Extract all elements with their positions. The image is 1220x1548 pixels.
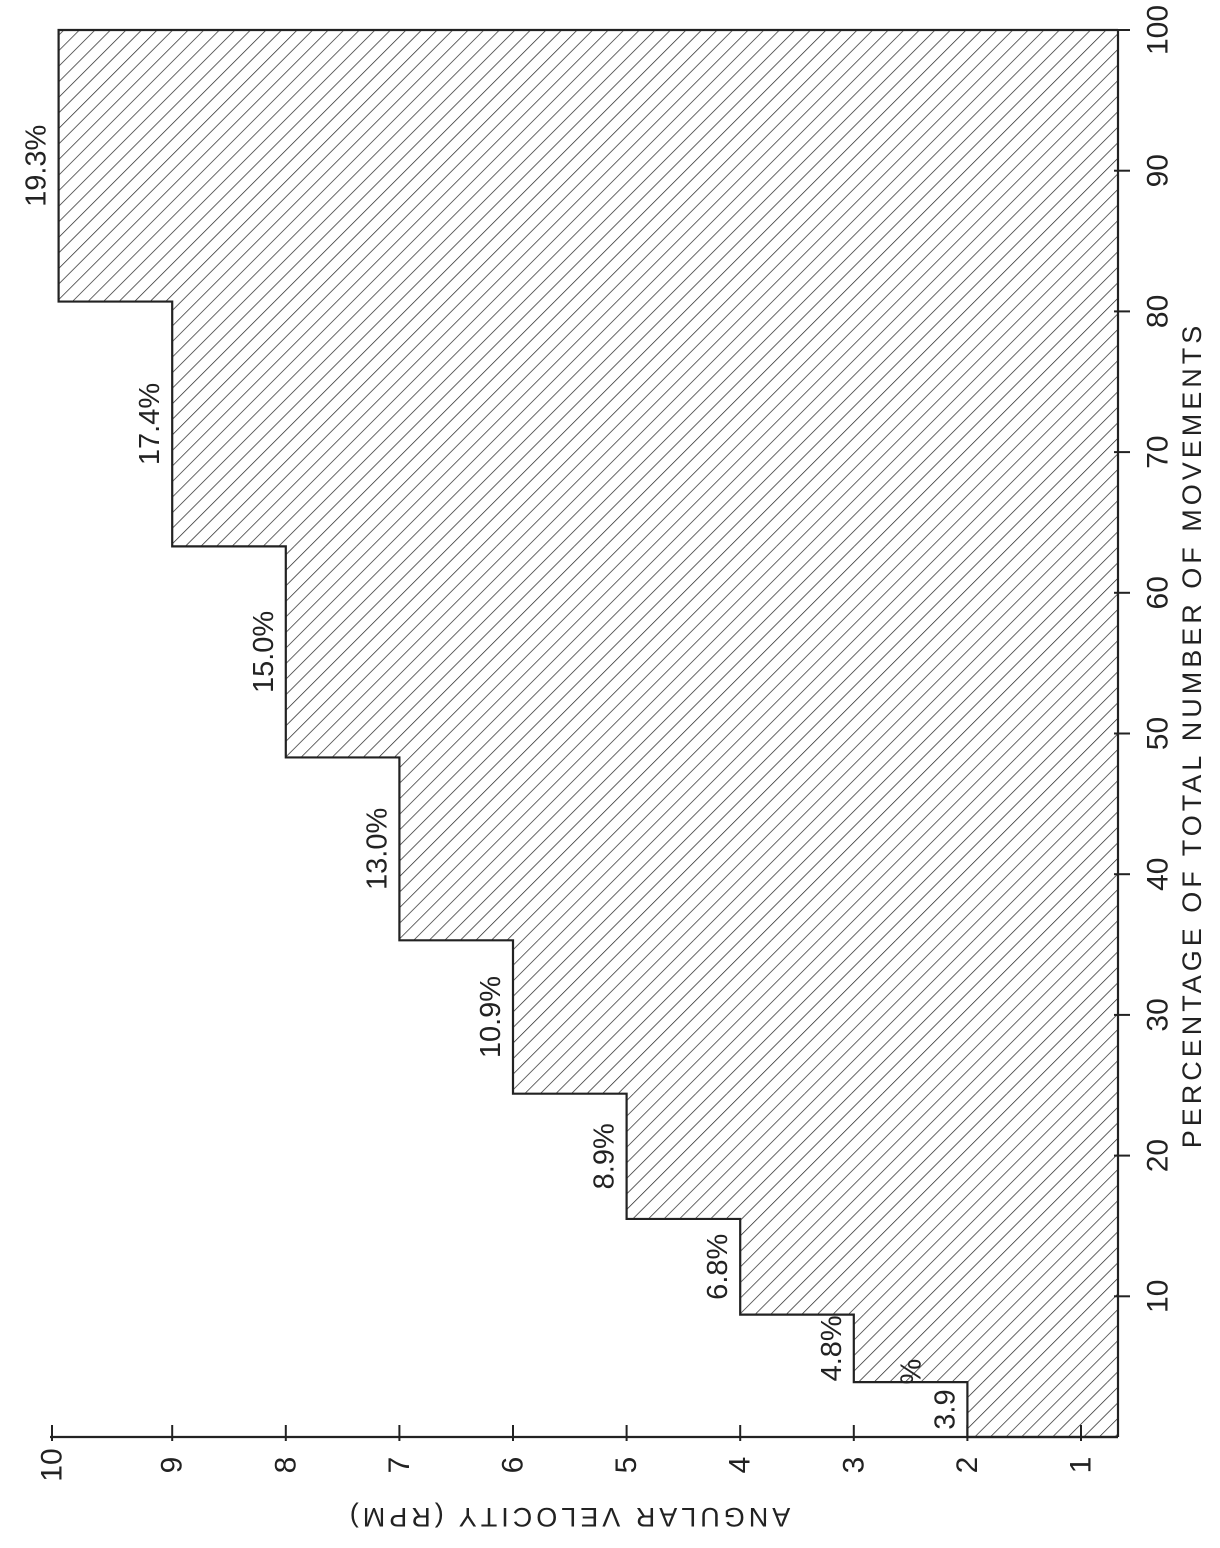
- bar-label-4-rpm: 6.8%: [702, 1234, 734, 1300]
- bar-9-rpm: [172, 301, 1118, 547]
- bar-6-rpm: [513, 940, 1118, 1094]
- velocity-tick-label: 7: [383, 1457, 416, 1474]
- velocity-tick-label: 4: [724, 1457, 757, 1474]
- labels-layer: 1 2 3 4 5 6 7 8 9 10 10 20 30 40 50 60 70 80 90 100 PERCENTA…: [21, 5, 1207, 1532]
- bar-8-rpm: [285, 546, 1118, 758]
- velocity-tick-label: 1: [1065, 1457, 1098, 1474]
- percentage-tick-label: 20: [1142, 1139, 1175, 1172]
- velocity-tick-label: 9: [156, 1457, 189, 1474]
- bar-10-rpm: [58, 30, 1119, 302]
- percentage-tick-label: 80: [1142, 295, 1175, 328]
- percentage-tick-label: 60: [1142, 576, 1175, 609]
- percentage-axis-title: PERCENTAGE OF TOTAL NUMBER OF MOVEMENTS: [1177, 322, 1207, 1149]
- percentage-tick-label: 10: [1142, 1280, 1175, 1313]
- velocity-tick-label: 8: [269, 1457, 302, 1474]
- bar-label-10-rpm: 19.3%: [21, 125, 53, 207]
- bar-7-rpm: [399, 757, 1118, 941]
- axes-layer: [50, 29, 1130, 1441]
- bar-label-8-rpm: 15.0%: [248, 611, 280, 693]
- percentage-tick-label: 40: [1142, 858, 1175, 891]
- bars-outline: [57, 28, 1118, 1439]
- bar-4-rpm: [740, 1218, 1118, 1315]
- percentage-tick-label: 30: [1142, 998, 1175, 1031]
- bar-label-7-rpm: 13.0%: [361, 808, 393, 890]
- bar-3-rpm: [853, 1314, 1118, 1383]
- percentage-tick-label: 70: [1142, 435, 1175, 468]
- bar-label-suffix: %: [895, 1359, 927, 1385]
- velocity-tick-label: 2: [951, 1457, 984, 1474]
- bar-label-2-rpm: 3.9: [929, 1389, 961, 1429]
- percentage-tick-label: 50: [1142, 717, 1175, 750]
- velocity-axis-title: ANGULAR VELOCITY (RPM): [346, 1502, 791, 1532]
- bar-2-rpm: [967, 1382, 1118, 1437]
- bar-label-5-rpm: 8.9%: [589, 1123, 621, 1189]
- percentage-tick-label: 100: [1142, 5, 1175, 55]
- bar-label-6-rpm: 10.9%: [475, 976, 507, 1058]
- bar-label-9-rpm: 17.4%: [134, 383, 166, 465]
- velocity-tick-label: 6: [497, 1457, 530, 1474]
- velocity-tick-label: 10: [36, 1448, 69, 1481]
- velocity-tick-label: 3: [837, 1457, 870, 1474]
- percentage-tick-label: 90: [1142, 154, 1175, 187]
- bar-5-rpm: [626, 1093, 1118, 1219]
- bars-layer: [57, 28, 1119, 1439]
- bar-label-3-rpm: 4.8%: [816, 1315, 848, 1381]
- velocity-tick-label: 5: [610, 1457, 643, 1474]
